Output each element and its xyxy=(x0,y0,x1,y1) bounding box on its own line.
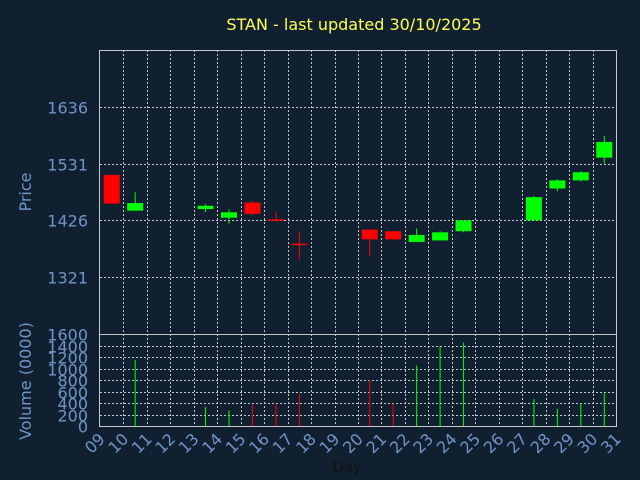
candle-body xyxy=(455,220,472,232)
candle-body xyxy=(572,172,589,181)
candle-body xyxy=(596,141,613,158)
price-tick-label: 1636 xyxy=(47,99,88,118)
volume-tick-label: 600 xyxy=(57,384,88,403)
candle-body xyxy=(361,229,378,240)
volume-tick-label: 1000 xyxy=(47,361,88,380)
price-tick-labels: 1321 1426 1531 1636 xyxy=(47,99,88,288)
price-tick-label: 1531 xyxy=(47,156,88,175)
price-tick-label: 1426 xyxy=(47,212,88,231)
candle-body xyxy=(432,232,449,241)
day-tick-label: 31 xyxy=(597,429,625,457)
volume-tick-label: 400 xyxy=(57,395,88,414)
candle-body xyxy=(103,174,120,204)
price-tick-label: 1321 xyxy=(47,269,88,288)
candle-body xyxy=(267,219,284,221)
volume-tick-label: 1400 xyxy=(47,338,88,357)
candle-body xyxy=(385,231,402,240)
volume-tick-label: 800 xyxy=(57,372,88,391)
candle-body xyxy=(127,203,144,211)
volume-tick-label: 1600 xyxy=(47,326,88,345)
volume-grid xyxy=(100,334,616,427)
candle-body xyxy=(221,212,237,218)
volume-tick-label: 0 xyxy=(78,418,88,437)
price-grid xyxy=(100,50,616,334)
volume-tick-label: 200 xyxy=(57,407,88,426)
price-axis-label: Price xyxy=(16,172,35,211)
volume-tick-label: 1200 xyxy=(47,349,88,368)
candle-body xyxy=(197,205,214,210)
volume-plot-frame xyxy=(99,334,617,427)
candle-body xyxy=(291,243,308,246)
x-axis-label: Day xyxy=(332,458,362,476)
candle-body xyxy=(549,180,566,189)
candles xyxy=(103,136,613,260)
candle-body xyxy=(525,197,542,221)
candle-body xyxy=(244,202,261,214)
chart-title: STAN - last updated 30/10/2025 xyxy=(226,15,481,34)
day-tick-labels: 0910111213141516171819202122232425262728… xyxy=(81,429,625,457)
volume-bars xyxy=(134,342,605,426)
candle-body xyxy=(408,235,425,243)
volume-axis-label: Volume (0000) xyxy=(16,322,35,440)
